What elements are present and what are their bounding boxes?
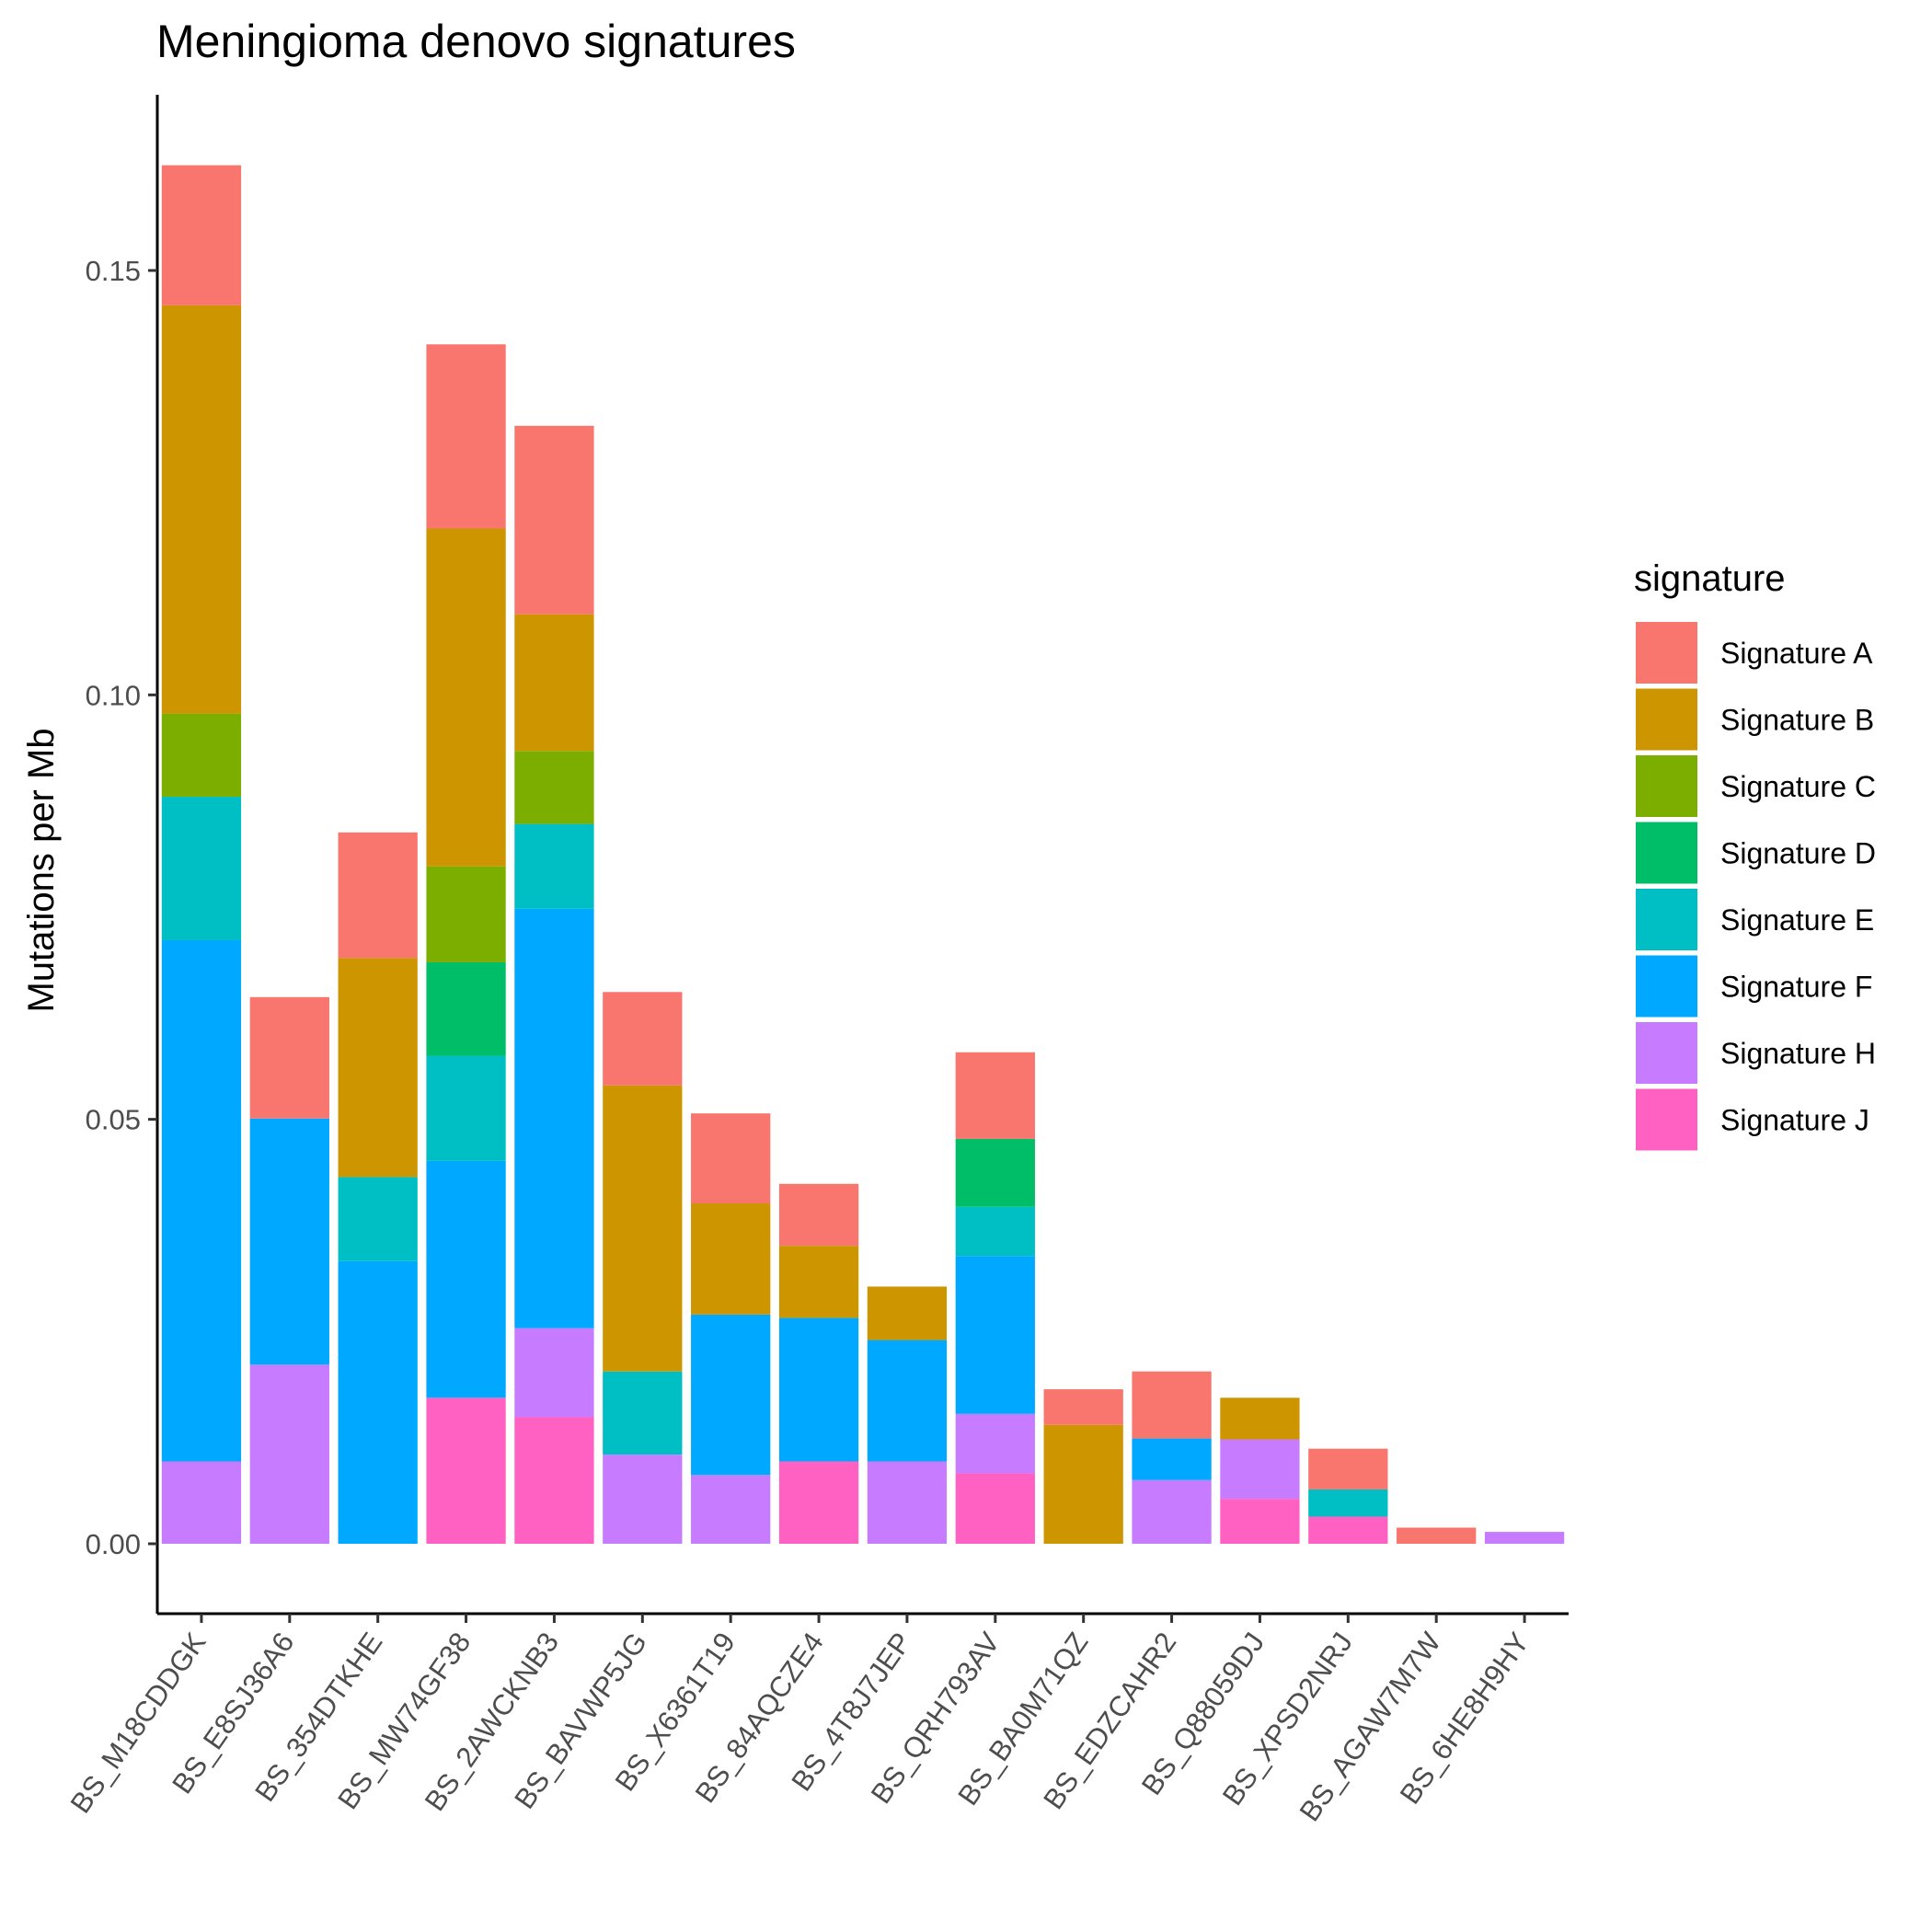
- y-tick-label: 0.10: [86, 679, 141, 711]
- bar-segment-bs-xpsd2nrj-signature-j: [1308, 1516, 1388, 1544]
- bar-segment-bs-q88059dj-signature-b: [1220, 1397, 1300, 1440]
- bar-segment-bs-x6361t19-signature-a: [691, 1113, 771, 1204]
- bar-segment-bs-mw74gf38-signature-j: [426, 1397, 506, 1544]
- y-axis-label: Mutations per Mb: [21, 728, 62, 1012]
- bar-segment-bs-m18cddgk-signature-c: [161, 713, 242, 798]
- bar-segment-bs-qrh793av-signature-j: [955, 1473, 1035, 1544]
- bar-segment-bs-bavwp5jg-signature-h: [603, 1455, 683, 1544]
- legend-label-signature-c: Signature C: [1720, 770, 1876, 803]
- bar-segment-bs-2awcknb3-signature-f: [514, 908, 594, 1328]
- bar-segment-bs-e8sj36a6-signature-a: [249, 996, 329, 1119]
- legend-key-signature-a: [1636, 622, 1697, 684]
- bar-segment-bs-84aqcze4-signature-a: [778, 1183, 859, 1247]
- bar-segment-bs-354dtkhe-signature-f: [338, 1260, 418, 1544]
- legend-key-signature-d: [1636, 822, 1697, 884]
- bar-segment-bs-qrh793av-signature-f: [955, 1256, 1035, 1414]
- bar-segment-bs-edzcahr2-signature-h: [1132, 1479, 1212, 1544]
- y-tick-label: 0.00: [86, 1528, 141, 1560]
- bar-segment-bs-m18cddgk-signature-a: [161, 165, 242, 305]
- bar-segment-bs-2awcknb3-signature-c: [514, 751, 594, 824]
- legend-key-signature-h: [1636, 1022, 1697, 1084]
- legend-key-signature-e: [1636, 889, 1697, 950]
- bar-segment-bs-bavwp5jg-signature-a: [603, 992, 683, 1086]
- legend-key-signature-f: [1636, 955, 1697, 1018]
- bar-segment-bs-qrh793av-signature-a: [955, 1052, 1035, 1139]
- legend-label-signature-a: Signature A: [1720, 637, 1873, 670]
- bar-segment-bs-2awcknb3-signature-h: [514, 1328, 594, 1418]
- bar-segment-bs-qrh793av-signature-e: [955, 1206, 1035, 1257]
- legend-title: signature: [1634, 558, 1786, 599]
- bar-segment-bs-2awcknb3-signature-e: [514, 823, 594, 909]
- bar-segment-bs-354dtkhe-signature-e: [338, 1177, 418, 1261]
- x-axis: BS_M18CDDGKBS_E8SJ36A6BS_354DTKHEBS_MW74…: [64, 1612, 1569, 1827]
- bar-segment-bs-ba0m71qz-signature-a: [1043, 1389, 1123, 1425]
- bar-segment-bs-mw74gf38-signature-e: [426, 1055, 506, 1161]
- y-tick-label: 0.05: [86, 1104, 141, 1136]
- bar-segment-bs-mw74gf38-signature-a: [426, 344, 506, 529]
- bar-segment-bs-q88059dj-signature-h: [1220, 1439, 1300, 1500]
- bar-segment-bs-xpsd2nrj-signature-a: [1308, 1448, 1388, 1489]
- bar-segment-bs-354dtkhe-signature-a: [338, 832, 418, 959]
- bar-segment-bs-ba0m71qz-signature-b: [1043, 1424, 1123, 1544]
- bar-segment-bs-2awcknb3-signature-b: [514, 614, 594, 752]
- bars-group: [161, 165, 1565, 1544]
- legend-key-signature-j: [1636, 1088, 1697, 1151]
- legend-label-signature-d: Signature D: [1720, 837, 1876, 870]
- bar-segment-bs-84aqcze4-signature-f: [778, 1317, 859, 1462]
- legend-label-signature-j: Signature J: [1720, 1104, 1869, 1137]
- legend: signature Signature A Signature B Signatur…: [1634, 558, 1876, 1151]
- legend-label-signature-e: Signature E: [1720, 903, 1874, 937]
- bar-segment-bs-agaw7m7w-signature-a: [1397, 1527, 1477, 1544]
- bar-segment-bs-84aqcze4-signature-j: [778, 1461, 859, 1544]
- bar-segment-bs-4t8j7jep-signature-f: [867, 1340, 948, 1462]
- bar-segment-bs-mw74gf38-signature-d: [426, 961, 506, 1056]
- bar-segment-bs-edzcahr2-signature-a: [1132, 1371, 1212, 1439]
- bar-segment-bs-m18cddgk-signature-e: [161, 797, 242, 940]
- bar-segment-bs-qrh793av-signature-d: [955, 1138, 1035, 1207]
- y-axis: 0.00 0.05 0.10 0.15: [86, 95, 159, 1614]
- bar-segment-bs-mw74gf38-signature-c: [426, 866, 506, 962]
- chart-title: Meningioma denovo signatures: [156, 16, 796, 67]
- bar-segment-bs-84aqcze4-signature-b: [778, 1246, 859, 1318]
- legend-label-signature-b: Signature B: [1720, 704, 1874, 737]
- bar-segment-bs-x6361t19-signature-b: [691, 1203, 771, 1315]
- bar-segment-bs-354dtkhe-signature-b: [338, 958, 418, 1178]
- bar-segment-bs-e8sj36a6-signature-f: [249, 1118, 329, 1365]
- bar-segment-bs-mw74gf38-signature-f: [426, 1160, 506, 1398]
- bar-segment-bs-mw74gf38-signature-b: [426, 528, 506, 867]
- bar-segment-bs-xpsd2nrj-signature-e: [1308, 1489, 1388, 1517]
- bar-segment-bs-2awcknb3-signature-j: [514, 1417, 594, 1544]
- bar-segment-bs-m18cddgk-signature-b: [161, 305, 242, 714]
- bar-segment-bs-4t8j7jep-signature-h: [867, 1461, 948, 1544]
- bar-segment-bs-bavwp5jg-signature-b: [603, 1085, 683, 1372]
- bar-segment-bs-qrh793av-signature-h: [955, 1413, 1035, 1474]
- legend-label-signature-h: Signature H: [1720, 1037, 1876, 1070]
- bar-segment-bs-2awcknb3-signature-a: [514, 425, 594, 615]
- legend-label-signature-f: Signature F: [1720, 971, 1872, 1004]
- bar-segment-bs-q88059dj-signature-j: [1220, 1499, 1300, 1544]
- legend-key-signature-b: [1636, 688, 1697, 751]
- bar-segment-bs-m18cddgk-signature-f: [161, 939, 242, 1462]
- legend-key-signature-c: [1636, 755, 1697, 817]
- bar-segment-bs-x6361t19-signature-h: [691, 1475, 771, 1544]
- bar-segment-bs-6he8h9hy-signature-h: [1484, 1532, 1565, 1544]
- y-tick-label: 0.15: [86, 255, 141, 287]
- bar-segment-bs-e8sj36a6-signature-h: [249, 1364, 329, 1544]
- bar-segment-bs-bavwp5jg-signature-e: [603, 1371, 683, 1455]
- bar-segment-bs-edzcahr2-signature-f: [1132, 1438, 1212, 1480]
- bar-segment-bs-m18cddgk-signature-h: [161, 1461, 242, 1544]
- bar-segment-bs-x6361t19-signature-f: [691, 1314, 771, 1476]
- bar-segment-bs-4t8j7jep-signature-b: [867, 1286, 948, 1340]
